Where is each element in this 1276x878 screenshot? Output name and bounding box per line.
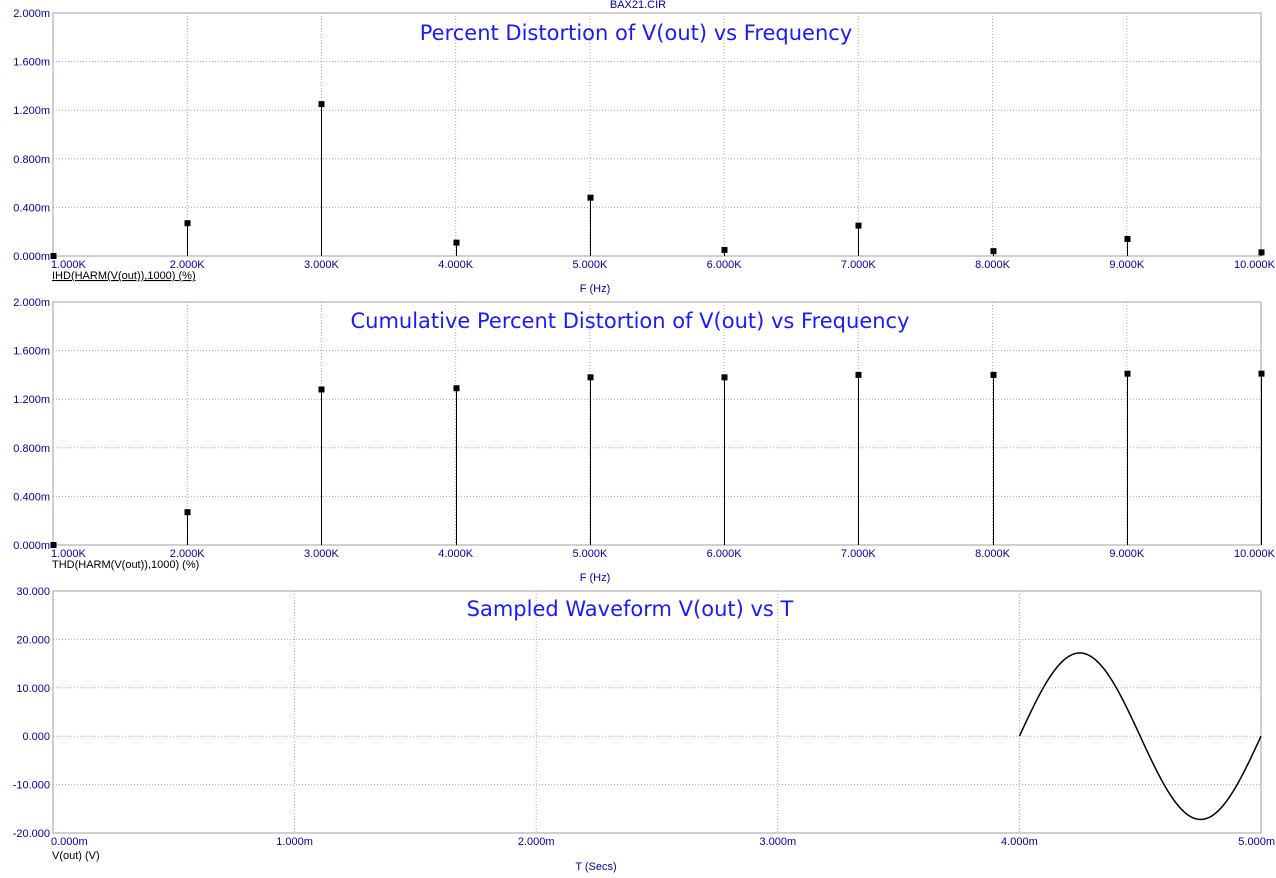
x-tick-label: 5.000m — [1238, 836, 1275, 848]
y-tick-label: -10.000 — [13, 780, 50, 792]
data-point — [990, 371, 997, 378]
expression-label: THD(HARM(V(out)),1000) (%) — [52, 559, 199, 571]
data-point — [50, 253, 57, 259]
x-tick-label: 2.000K — [170, 548, 206, 560]
plot-layer: -20.000 -10.000 0.000 10.000 20.000 30.000 0.0… — [13, 586, 1275, 848]
y-tick-label: -20.000 — [13, 828, 50, 840]
plot-frame — [52, 590, 1262, 834]
x-tick-label: 4.000K — [438, 259, 474, 271]
x-tick-label: 10.000K — [1234, 259, 1276, 271]
data-point — [855, 222, 862, 229]
y-tick-label: 0.000m — [13, 540, 50, 552]
data-point — [1258, 370, 1265, 377]
x-tick-label: 6.000K — [707, 548, 743, 560]
y-tick-label: 20.000 — [16, 634, 50, 646]
y-tick-label: 30.000 — [16, 586, 50, 598]
y-tick-label: 2.000m — [13, 297, 50, 309]
x-tick-label: 1.000K — [51, 259, 87, 271]
chart-sampled-waveform: -20.000 -10.000 0.000 10.000 20.000 30.000 0.0… — [13, 586, 1275, 873]
x-tick-label: 8.000K — [975, 259, 1011, 271]
x-axis-label: T (Secs) — [575, 861, 616, 873]
x-tick-label: 3.000K — [304, 259, 340, 271]
data-point — [50, 542, 57, 548]
plot-frame — [52, 12, 1262, 257]
plot-frame — [52, 301, 1262, 546]
y-tick-label: 0.000m — [13, 251, 50, 263]
data-point — [587, 374, 594, 381]
data-point — [184, 509, 191, 516]
y-tick-label: 1.200m — [13, 394, 50, 406]
y-tick-label: 10.000 — [16, 683, 50, 695]
x-tick-label: 2.000m — [518, 836, 555, 848]
series-line — [1018, 652, 1262, 821]
y-tick-label: 0.400m — [13, 491, 50, 503]
plot-layer: 0.000m 0.400m 0.800m 1.200m 1.600m 2.000m 1.00… — [13, 297, 1275, 560]
y-tick-label: 1.200m — [13, 105, 50, 117]
y-tick-label: 0.000 — [22, 731, 50, 743]
window-title: BAX21.CIR — [609, 0, 667, 11]
data-point — [1124, 235, 1131, 242]
x-tick-label: 4.000m — [1001, 836, 1038, 848]
x-tick-label: 9.000K — [1109, 548, 1145, 560]
x-tick-label: 7.000K — [841, 548, 877, 560]
x-tick-label: 5.000K — [572, 259, 608, 271]
data-point — [318, 386, 325, 393]
y-tick-label: 1.600m — [13, 57, 50, 69]
x-axis-label: F (Hz) — [580, 283, 611, 295]
data-point — [990, 248, 997, 255]
data-point — [318, 101, 325, 108]
chart-title: Percent Distortion of V(out) vs Frequenc… — [420, 21, 853, 45]
x-tick-label: 1.000m — [276, 836, 313, 848]
x-tick-label: 8.000K — [975, 548, 1011, 560]
data-point — [721, 374, 728, 381]
y-tick-label: 0.400m — [13, 202, 50, 214]
chart-cumulative-distortion: 0.000m 0.400m 0.800m 1.200m 1.600m 2.000m 1.00… — [13, 297, 1275, 584]
data-point — [587, 194, 594, 201]
y-tick-label: 2.000m — [13, 8, 50, 20]
chart-title: Sampled Waveform V(out) vs T — [467, 597, 794, 621]
data-point — [721, 246, 728, 253]
x-tick-label: 5.000K — [572, 548, 608, 560]
y-tick-label: 1.600m — [13, 346, 50, 358]
expression-label: IHD(HARM(V(out)),1000) (%) — [52, 270, 196, 282]
chart-percent-distortion: 0.000m 0.400m 0.800m 1.200m 1.600m 2.000m 1.00… — [13, 8, 1275, 295]
data-point — [184, 220, 191, 227]
y-tick-label: 0.800m — [13, 443, 50, 455]
data-point — [1258, 249, 1265, 256]
plot-layer: 0.000m 0.400m 0.800m 1.200m 1.600m 2.000m 1.00… — [13, 8, 1275, 271]
x-tick-label: 10.000K — [1234, 548, 1276, 560]
y-tick-label: 0.800m — [13, 154, 50, 166]
expression-label: V(out) (V) — [52, 850, 100, 862]
x-tick-label: 2.000K — [170, 259, 206, 271]
x-tick-label: 3.000m — [759, 836, 796, 848]
x-tick-label: 1.000K — [51, 548, 87, 560]
x-tick-label: 3.000K — [304, 548, 340, 560]
data-point — [855, 371, 862, 378]
x-tick-label: 4.000K — [438, 548, 474, 560]
x-axis-label: F (Hz) — [580, 572, 611, 584]
x-tick-label: 9.000K — [1109, 259, 1145, 271]
data-point — [1124, 370, 1131, 377]
x-tick-label: 7.000K — [841, 259, 877, 271]
data-point — [453, 239, 460, 246]
chart-title: Cumulative Percent Distortion of V(out) … — [350, 309, 909, 333]
x-tick-label: 6.000K — [707, 259, 743, 271]
data-point — [453, 385, 460, 392]
x-tick-label: 0.000m — [51, 836, 88, 848]
